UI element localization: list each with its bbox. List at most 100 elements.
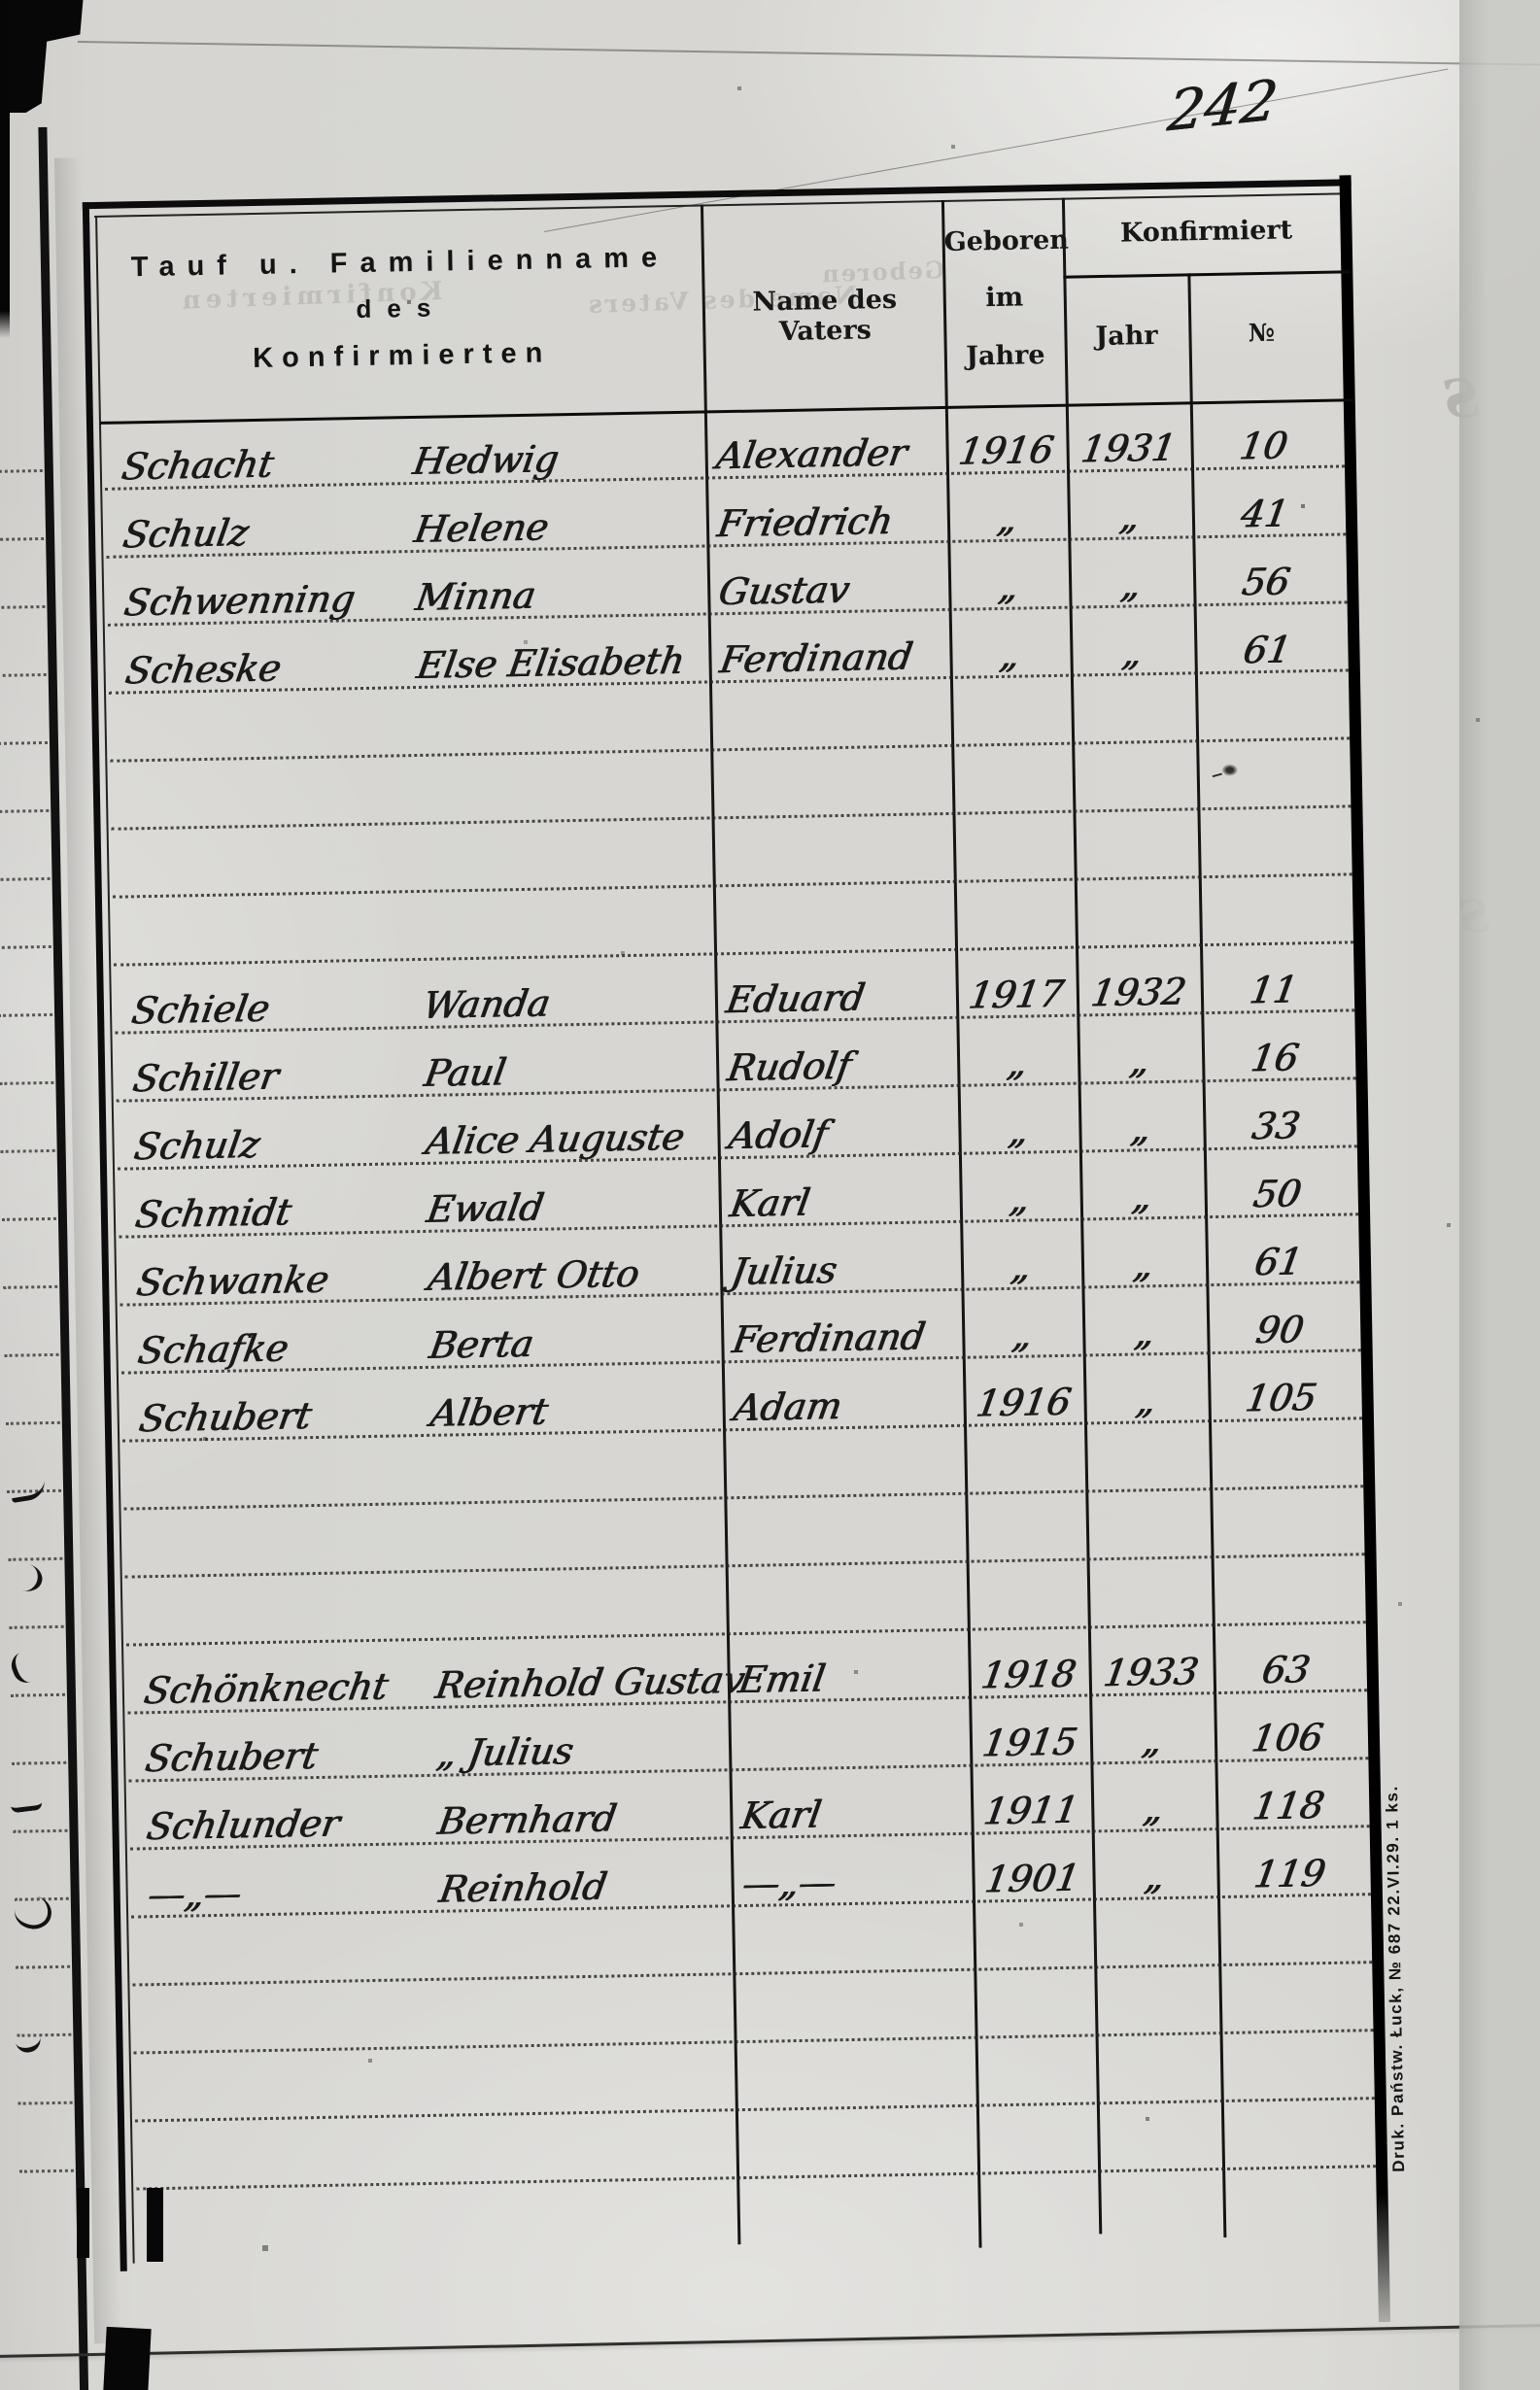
father-name-cell: Karl <box>737 1792 825 1838</box>
given-name-cell: Bernhard <box>434 1796 620 1843</box>
confirmation-number-cell: 61 <box>1240 628 1295 672</box>
right-margin-strip <box>1459 0 1540 2390</box>
sliver-ruled-line <box>16 1964 71 1969</box>
confirmation-number-cell: 41 <box>1238 492 1292 536</box>
ruled-line <box>124 1553 1365 1579</box>
sliver-ruled-line <box>0 876 51 881</box>
surname-cell: Schmidt <box>132 1190 294 1237</box>
confirmation-number-cell: 33 <box>1249 1104 1304 1148</box>
given-name-cell: Albert Otto <box>425 1251 643 1299</box>
birth-year-cell: „ <box>994 496 1021 541</box>
header-confirmed-no: № <box>1248 318 1276 348</box>
birth-year-cell: „ <box>1009 1313 1036 1356</box>
father-name-cell: Friedrich <box>714 498 896 546</box>
confirmation-year-cell: „ <box>1140 1787 1167 1830</box>
given-name-cell: „ Julius <box>433 1729 577 1775</box>
birth-year-cell: 1901 <box>981 1856 1083 1901</box>
ink-stroke-fragment <box>12 2023 44 2056</box>
sliver-ruled-line <box>0 740 49 745</box>
dust-speckles <box>0 0 2 2</box>
ruled-line <box>133 2029 1374 2055</box>
header-born-line3: Jahre <box>965 340 1045 372</box>
father-name-cell: Karl <box>727 1180 813 1226</box>
father-name-cell: Alexander <box>713 430 910 478</box>
birth-year-cell: 1916 <box>955 427 1057 473</box>
father-name-cell: Emil <box>736 1656 829 1702</box>
birth-year-cell: „ <box>1004 1041 1031 1084</box>
confirmation-year-cell: „ <box>1129 1175 1156 1218</box>
confirmation-year-cell: „ <box>1142 1855 1168 1898</box>
surname-cell: Schwenning <box>120 577 359 625</box>
surname-cell: Schulz <box>120 511 252 557</box>
sliver-ruled-line <box>0 808 50 813</box>
given-name-cell: Berta <box>426 1321 537 1367</box>
father-name-cell: Ferdinand <box>717 634 916 682</box>
sliver-ruled-line <box>0 944 51 949</box>
ink-smudge <box>1221 764 1238 776</box>
father-name-cell: Rudolf <box>724 1043 855 1090</box>
surname-cell: Schafke <box>134 1326 291 1373</box>
confirmation-number-cell: 10 <box>1236 424 1291 468</box>
header-born-line1: Geboren <box>943 224 1070 257</box>
confirmation-year-cell: „ <box>1131 1311 1158 1354</box>
confirmation-number-cell: 56 <box>1239 560 1293 604</box>
confirmation-number-cell: 105 <box>1242 1376 1320 1420</box>
ruled-line <box>134 2097 1375 2123</box>
confirmation-year-cell: „ <box>1128 1107 1154 1150</box>
ruled-line <box>132 1961 1373 1987</box>
birth-year-cell: 1918 <box>977 1652 1079 1697</box>
confirmation-year-cell: 1933 <box>1100 1650 1202 1695</box>
confirmation-number-cell: 11 <box>1247 968 1301 1012</box>
father-name-cell: Ferdinand <box>729 1314 929 1362</box>
birth-year-cell: 1915 <box>979 1720 1080 1765</box>
confirmation-number-cell: 119 <box>1250 1851 1329 1896</box>
birth-year-cell: „ <box>1006 1109 1032 1152</box>
header-confirmed-year: Jahr <box>1095 320 1158 353</box>
confirmation-year-cell: „ <box>1126 1039 1153 1082</box>
confirmation-number-cell: 63 <box>1259 1648 1314 1692</box>
birth-year-cell: „ <box>997 632 1023 677</box>
sliver-ruled-line <box>8 1556 63 1561</box>
given-name-cell: Paul <box>421 1050 509 1095</box>
confirmation-number-cell: 90 <box>1252 1308 1307 1352</box>
film-edge-strip <box>0 0 10 338</box>
surname-cell: Schlunder <box>143 1801 343 1849</box>
surname-cell: Scheske <box>122 646 285 693</box>
ruled-line <box>136 2165 1377 2191</box>
confirmation-year-cell: „ <box>1139 1719 1166 1762</box>
sliver-ruled-line <box>17 2032 72 2037</box>
given-name-cell: Helene <box>411 505 552 552</box>
confirmation-year-cell: „ <box>1117 563 1145 606</box>
birth-year-cell: „ <box>995 564 1022 609</box>
given-name-cell: Reinhold Gustav <box>432 1657 748 1707</box>
father-name-cell: Adam <box>731 1384 845 1430</box>
sliver-ruled-line <box>18 2168 74 2173</box>
surname-cell: Schiele <box>128 986 273 1033</box>
film-mark-bottom-bar <box>147 2188 163 2262</box>
father-name-cell: —„— <box>739 1861 839 1906</box>
bleed-text: Geboren <box>819 255 945 289</box>
ruled-line <box>111 804 1352 831</box>
given-name-cell: Reinhold <box>436 1864 610 1911</box>
sliver-ruled-line <box>9 1624 64 1629</box>
confirmation-number-cell: 61 <box>1251 1240 1306 1284</box>
given-name-cell: Minna <box>412 573 539 620</box>
given-name-cell: Else Elisabeth <box>414 638 688 688</box>
surname-cell: Schönknecht <box>141 1664 392 1713</box>
confirmation-number-cell: 106 <box>1249 1716 1326 1760</box>
surname-cell: Schacht <box>119 442 277 489</box>
header-confirmed: Konfirmiert <box>1119 215 1293 249</box>
given-name-cell: Alice Auguste <box>423 1114 688 1163</box>
film-mark-bottom-bar <box>77 2188 89 2258</box>
ruled-line <box>110 736 1351 763</box>
surname-cell: Schwanke <box>133 1257 332 1305</box>
confirmation-number-cell: 50 <box>1250 1172 1305 1216</box>
sliver-ruled-line <box>7 1488 62 1493</box>
film-mark-bottom-blob <box>103 2326 152 2390</box>
surname-cell: Schiller <box>129 1054 282 1101</box>
header-name-line3: Konfirmierten <box>252 337 552 375</box>
confirmation-year-cell: „ <box>1119 631 1146 674</box>
birth-year-cell: „ <box>1007 1177 1034 1220</box>
